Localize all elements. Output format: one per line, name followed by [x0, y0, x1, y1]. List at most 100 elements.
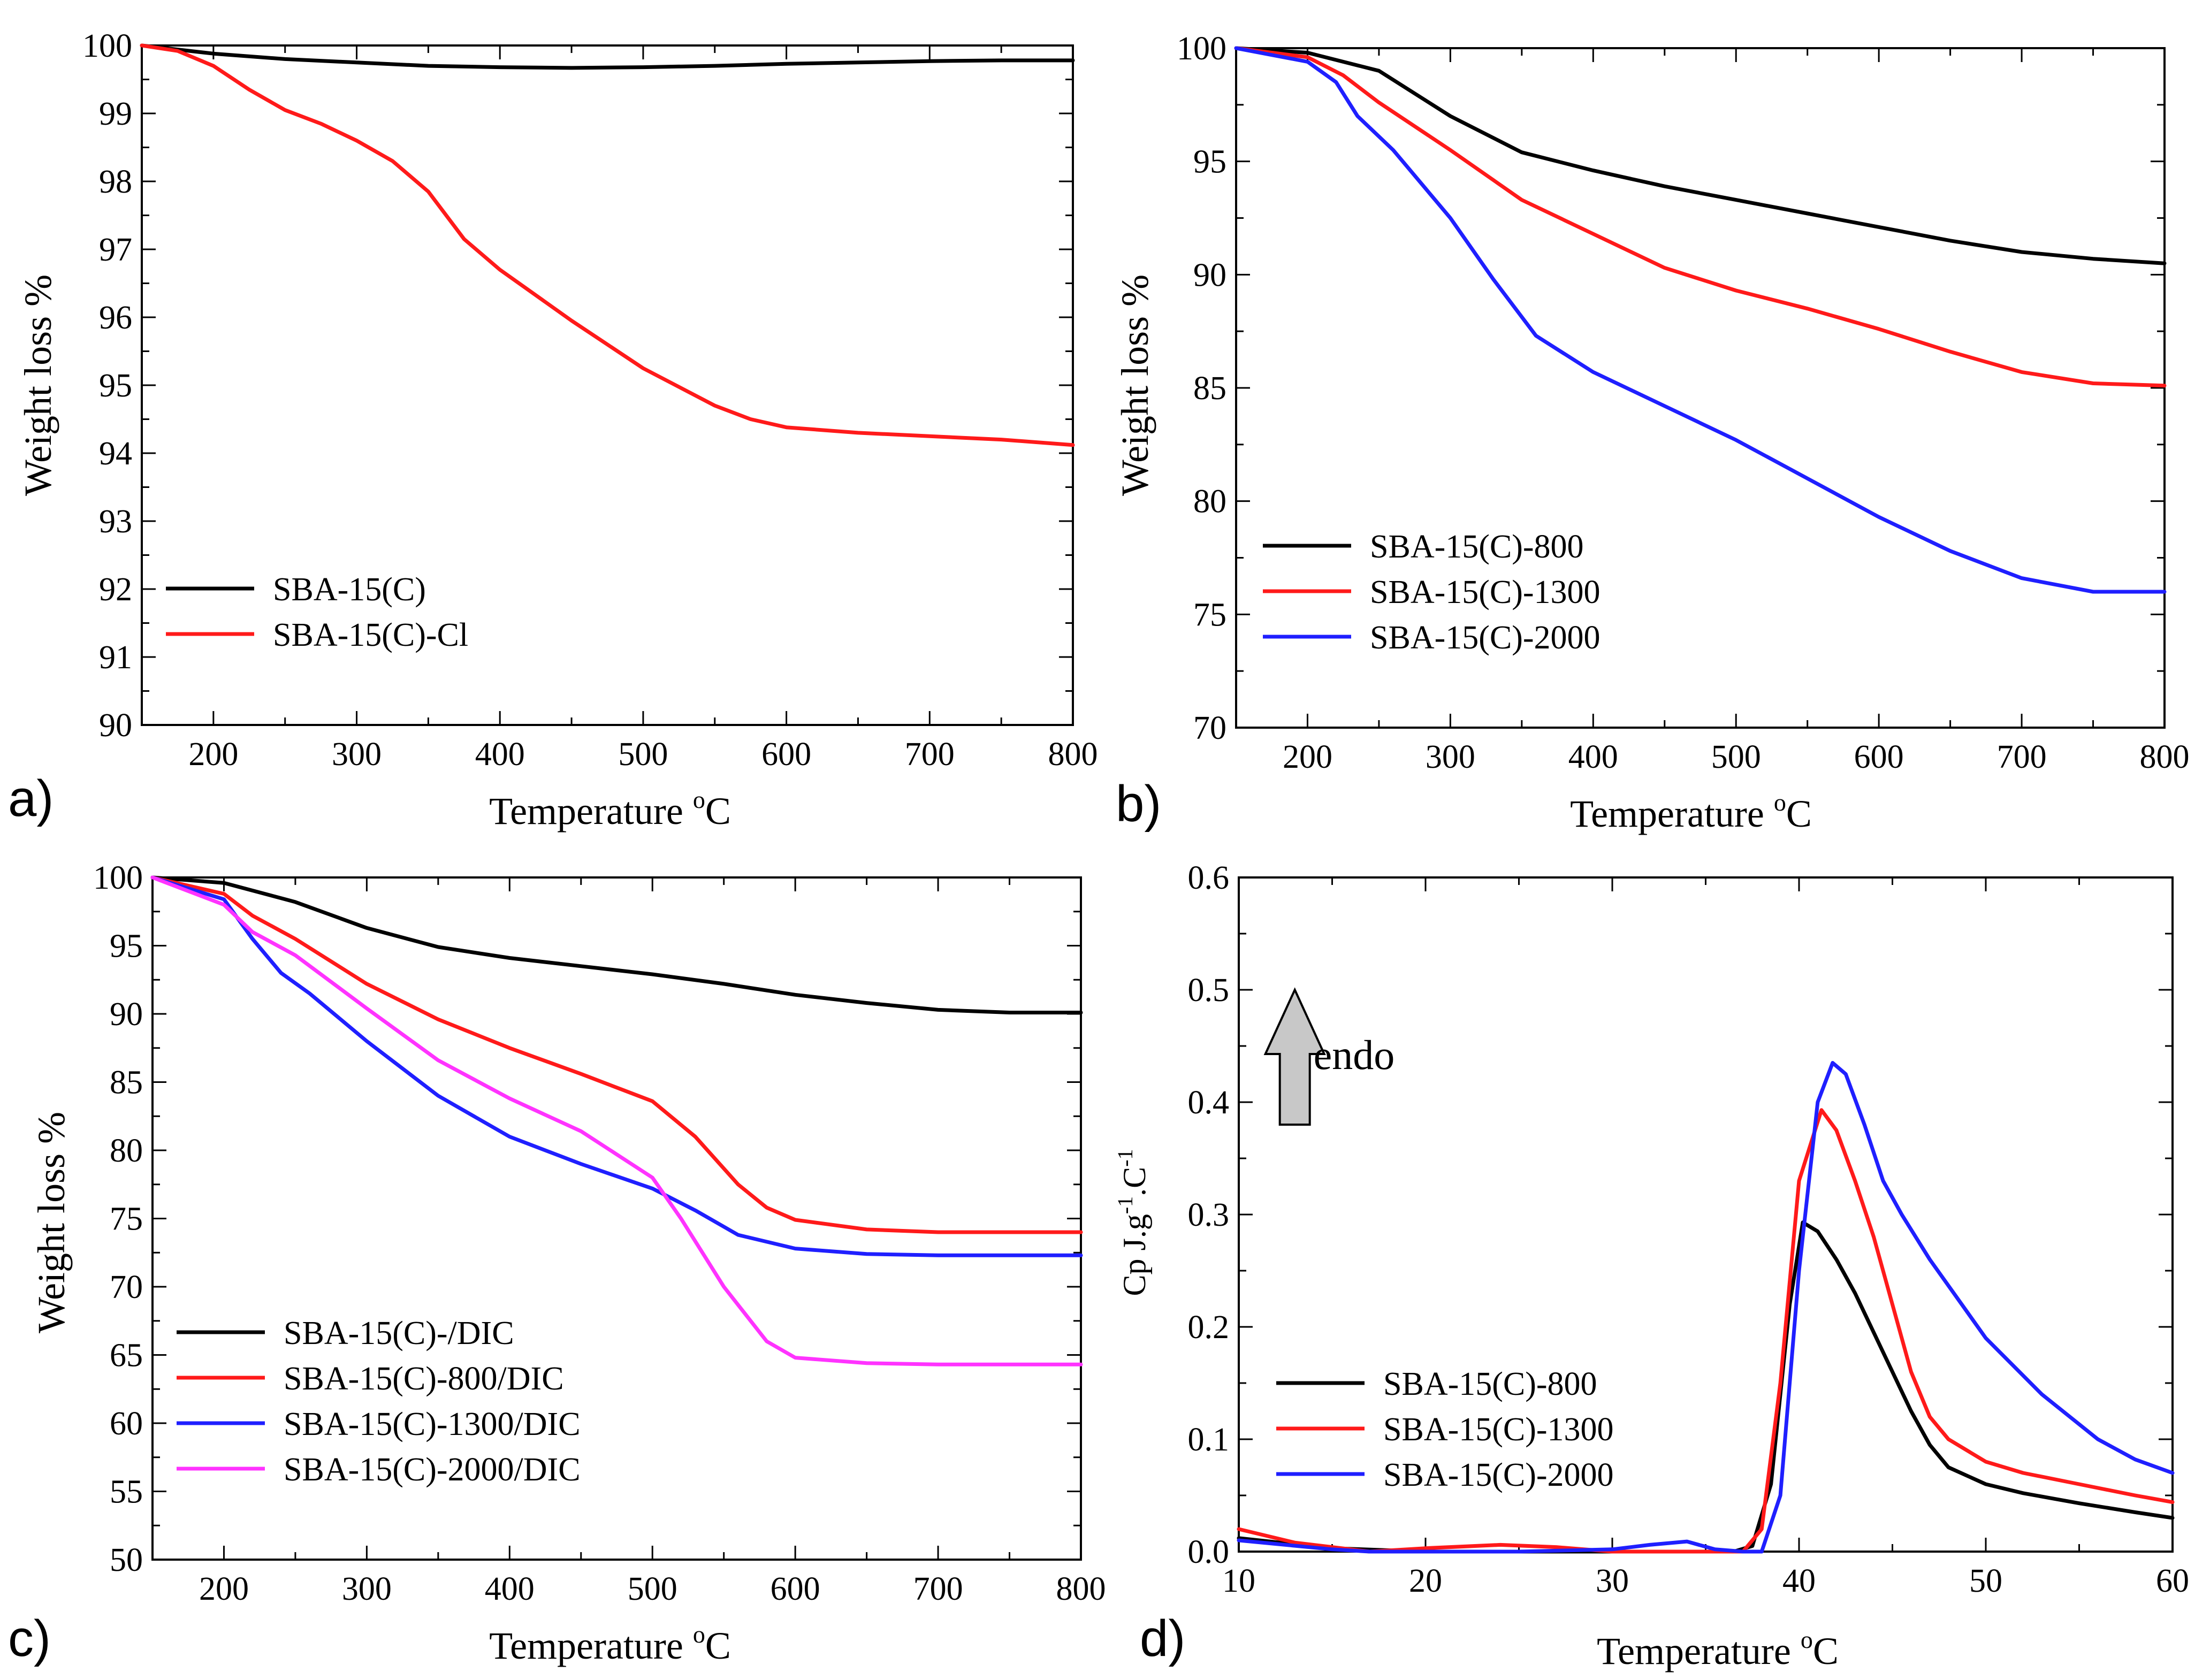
- series-line-2: [150, 875, 1083, 1234]
- x-tick-label: 700: [1997, 739, 2047, 775]
- legend-label: SBA-15(C)-2000/DIC: [284, 1452, 581, 1488]
- panel-a-label: a): [8, 770, 54, 827]
- y-tick-label: 98: [99, 164, 132, 200]
- y-tick-label: 100: [82, 28, 132, 64]
- y-tick-label: 0.0: [1188, 1534, 1230, 1570]
- x-tick-label: 600: [761, 736, 811, 773]
- x-tick-label: 20: [1409, 1563, 1442, 1599]
- x-tick-label: 800: [1048, 736, 1098, 773]
- panel-d-chart: d) Temperature oC Cp J.g-1.C-1 10 20 30 40 5…: [1113, 860, 2189, 1673]
- panel-c-label: c): [8, 1610, 51, 1667]
- panel-a-xlabel: Temperature oC: [489, 786, 731, 833]
- series-line-1: [140, 43, 1075, 70]
- x-tick-label: 700: [905, 736, 955, 773]
- x-tick-label: 50: [1969, 1563, 2002, 1599]
- y-tick-label: 60: [110, 1406, 143, 1442]
- panel-b-xlabel: Temperature oC: [1570, 789, 1812, 835]
- y-tick-label: 85: [110, 1065, 143, 1101]
- legend-label: SBA-15(C)-/DIC: [284, 1315, 514, 1351]
- panel-c-xlabel: Temperature oC: [489, 1621, 731, 1667]
- panel-d-ylabel: Cp J.g-1.C-1: [1113, 1149, 1152, 1296]
- x-tick-label: 300: [342, 1571, 392, 1607]
- endo-annotation: endo: [1314, 1032, 1395, 1078]
- panel-c-ylabel: Weight loss %: [30, 1112, 73, 1333]
- legend-label: SBA-15(C)-800: [1370, 529, 1584, 565]
- x-tick-label: 200: [1283, 739, 1332, 775]
- y-tick-label: 75: [1193, 597, 1226, 633]
- legend-label: SBA-15(C)-1300: [1370, 574, 1601, 610]
- series-line-2: [140, 43, 1075, 447]
- y-tick-label: 80: [1193, 484, 1226, 520]
- series-line-3: [1234, 46, 2167, 594]
- y-tick-label: 0.4: [1188, 1085, 1230, 1121]
- y-tick-label: 70: [110, 1269, 143, 1305]
- x-tick-label: 10: [1222, 1563, 1255, 1599]
- y-tick-label: 96: [99, 300, 132, 336]
- x-tick-label: 500: [1711, 739, 1761, 775]
- y-tick-label: 0.6: [1188, 860, 1230, 896]
- y-tick-label: 95: [99, 368, 132, 404]
- y-tick-label: 90: [110, 996, 143, 1033]
- y-tick-label: 93: [99, 503, 132, 540]
- series-line-1: [1234, 46, 2167, 265]
- series-line-2: [1237, 1108, 2175, 1554]
- legend-label: SBA-15(C)-Cl: [273, 617, 468, 653]
- x-tick-label: 800: [2140, 739, 2190, 775]
- legend-label: SBA-15(C)-800: [1383, 1366, 1597, 1402]
- x-tick-label: 300: [332, 736, 382, 773]
- series-line-2: [1234, 46, 2167, 388]
- y-tick-label: 90: [1193, 257, 1226, 293]
- y-tick-label: 85: [1193, 370, 1226, 407]
- y-tick-label: 92: [99, 571, 132, 608]
- legend-label: SBA-15(C)-2000: [1383, 1457, 1614, 1493]
- x-tick-label: 400: [1568, 739, 1618, 775]
- x-tick-label: 400: [485, 1571, 535, 1607]
- panel-b-ylabel: Weight loss %: [1114, 274, 1156, 496]
- y-tick-label: 95: [110, 928, 143, 965]
- y-tick-label: 97: [99, 232, 132, 268]
- panel-c-chart: c) Temperature oC Weight loss % 200 300 40…: [8, 860, 1106, 1667]
- series-line-3: [1237, 1061, 2175, 1554]
- legend-label: SBA-15(C)-1300: [1383, 1411, 1614, 1448]
- x-tick-label: 400: [475, 736, 525, 773]
- y-tick-label: 0.3: [1188, 1197, 1230, 1233]
- panel-a-ylabel: Weight loss %: [17, 274, 59, 496]
- y-tick-label: 0.1: [1188, 1422, 1230, 1458]
- x-tick-label: 200: [199, 1571, 249, 1607]
- panel-a-chart: a) Temperature oC Weight loss % 200 300 40…: [8, 28, 1098, 833]
- y-tick-label: 91: [99, 639, 132, 676]
- y-tick-label: 0.5: [1188, 972, 1230, 1009]
- y-tick-label: 99: [99, 96, 132, 132]
- y-tick-label: 100: [1177, 30, 1226, 67]
- legend-label: SBA-15(C)-800/DIC: [284, 1361, 564, 1397]
- panel-d-label: d): [1140, 1610, 1185, 1667]
- y-tick-label: 70: [1193, 710, 1226, 746]
- legend-label: SBA-15(C)-2000: [1370, 620, 1601, 656]
- legend-label: SBA-15(C): [273, 571, 426, 608]
- y-tick-label: 90: [99, 707, 132, 744]
- y-tick-label: 75: [110, 1201, 143, 1238]
- x-tick-label: 40: [1782, 1563, 1816, 1599]
- legend-label: SBA-15(C)-1300/DIC: [284, 1406, 581, 1442]
- x-tick-label: 200: [188, 736, 238, 773]
- x-tick-label: 500: [628, 1571, 677, 1607]
- x-tick-label: 60: [2156, 1563, 2189, 1599]
- x-tick-label: 30: [1596, 1563, 1629, 1599]
- y-tick-label: 80: [110, 1133, 143, 1169]
- y-tick-label: 95: [1193, 144, 1226, 180]
- panel-b-chart: b) Temperature oC Weight loss % 200 300 40…: [1114, 30, 2190, 835]
- x-tick-label: 600: [771, 1571, 820, 1607]
- x-tick-label: 600: [1854, 739, 1904, 775]
- y-tick-label: 100: [93, 860, 143, 896]
- series-line-3: [150, 875, 1083, 1257]
- y-tick-label: 65: [110, 1338, 143, 1374]
- endo-arrow-icon: [1263, 987, 1326, 1126]
- series-line-4: [150, 875, 1083, 1366]
- series-line-1: [150, 875, 1083, 1014]
- panel-b-label: b): [1116, 775, 1161, 833]
- x-tick-label: 500: [618, 736, 668, 773]
- y-tick-label: 94: [99, 436, 132, 472]
- panel-d-xlabel: Temperature oC: [1597, 1626, 1839, 1673]
- y-tick-label: 55: [110, 1474, 143, 1510]
